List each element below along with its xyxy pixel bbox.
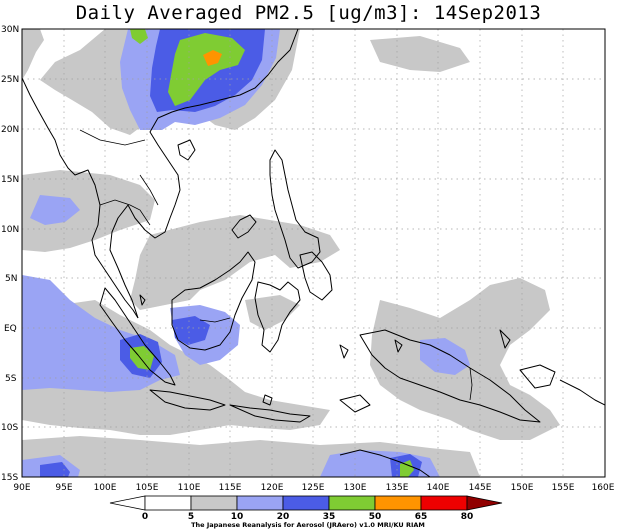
lat-label: EQ <box>4 324 17 334</box>
legend-cap-low <box>109 495 146 511</box>
longitude-labels: 90E 95E 100E 105E 110E 115E 120E 125E 13… <box>13 483 614 493</box>
legend-cap-high <box>466 495 503 511</box>
legend-swatch <box>190 495 238 511</box>
lat-lon-grid <box>22 29 605 477</box>
legend-tick: 80 <box>461 512 474 522</box>
color-legend: 0 5 10 20 35 50 65 80 <box>109 495 503 522</box>
lat-label: 5S <box>5 374 17 384</box>
lon-label: 135E <box>386 483 409 493</box>
coastlines <box>22 29 605 477</box>
lon-label: 125E <box>302 483 325 493</box>
lon-label: 140E <box>427 483 450 493</box>
lat-label: 5N <box>5 274 17 284</box>
lon-label: 155E <box>552 483 575 493</box>
legend-swatch <box>328 495 376 511</box>
lat-label: 10N <box>1 225 19 235</box>
lon-label: 145E <box>469 483 492 493</box>
concentration-fields <box>22 29 605 477</box>
legend-tick: 65 <box>415 512 428 522</box>
lon-label: 160E <box>592 483 615 493</box>
legend-swatch <box>144 495 192 511</box>
lat-label: 25N <box>1 75 19 85</box>
lon-label: 110E <box>178 483 201 493</box>
country-borders <box>79 129 473 401</box>
lat-label: 15N <box>1 175 19 185</box>
band-50-65 <box>203 50 222 66</box>
legend-tick: 50 <box>369 512 382 522</box>
lon-label: 105E <box>136 483 159 493</box>
lon-label: 130E <box>344 483 367 493</box>
lon-label: 100E <box>94 483 117 493</box>
legend-swatch <box>282 495 330 511</box>
lat-label: 10S <box>1 423 18 433</box>
lon-label: 150E <box>511 483 534 493</box>
legend-swatch <box>420 495 468 511</box>
legend-swatch <box>236 495 284 511</box>
lon-label: 115E <box>219 483 242 493</box>
latitude-labels: 30N 25N 20N 15N 10N 5N EQ 5S 10S 15S <box>1 25 19 483</box>
legend-tick: 5 <box>188 512 194 522</box>
legend-swatch <box>374 495 422 511</box>
lon-label: 120E <box>261 483 284 493</box>
legend-tick: 10 <box>231 512 244 522</box>
data-credit: The Japanese Reanalysis for Aerosol (JRA… <box>191 521 425 529</box>
map-frame <box>21 28 606 478</box>
lon-label: 95E <box>55 483 72 493</box>
lat-label: 15S <box>1 473 18 483</box>
legend-tick: 20 <box>277 512 290 522</box>
map-title: Daily Averaged PM2.5 [ug/m3]: 14Sep2013 <box>75 2 542 24</box>
lat-label: 30N <box>1 25 19 35</box>
legend-tick: 0 <box>142 512 148 522</box>
lat-label: 20N <box>1 125 19 135</box>
legend-tick: 35 <box>323 512 336 522</box>
lon-label: 90E <box>13 483 30 493</box>
